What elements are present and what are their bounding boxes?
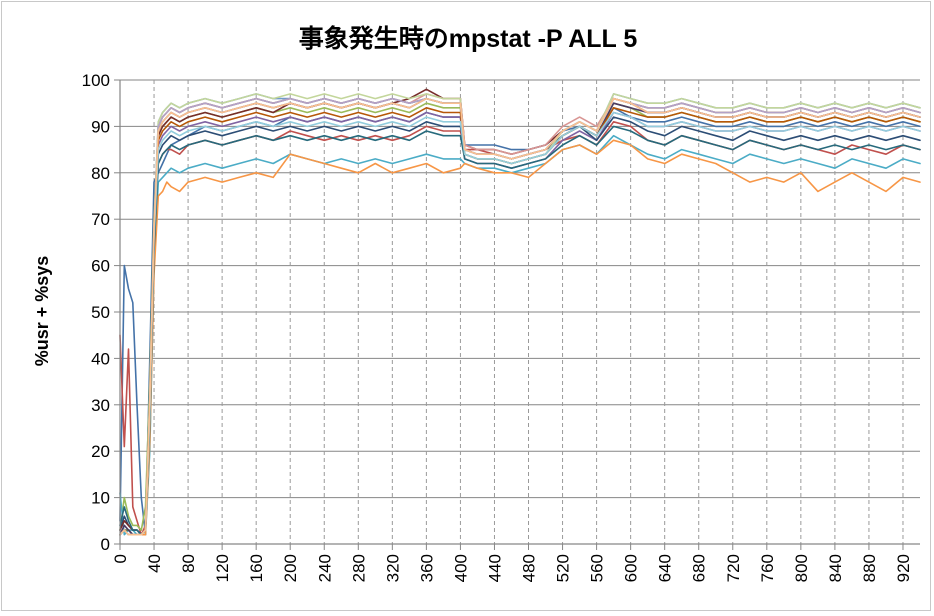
x-tick-label: 640 [656, 554, 675, 582]
y-tick-label: 70 [91, 210, 110, 229]
y-axis-label: %usr + %sys [32, 256, 52, 367]
series-line-6 [119, 139, 921, 536]
series-line-7 [119, 116, 921, 536]
y-tick-label: 20 [91, 442, 110, 461]
x-tick-label: 800 [792, 554, 811, 582]
x-tick-label: 320 [383, 554, 402, 582]
series-lines [119, 88, 921, 536]
series-line-12 [119, 107, 921, 536]
series-line-2 [119, 121, 921, 536]
x-tick-label: 920 [894, 554, 913, 582]
series-line-1 [119, 107, 921, 536]
series-line-11 [119, 125, 921, 536]
x-tick-label: 840 [826, 554, 845, 582]
chart-title: 事象発生時のmpstat -P ALL 5 [299, 24, 638, 53]
x-tick-label: 200 [281, 554, 300, 582]
y-tick-label: 80 [91, 164, 110, 183]
series-line-14 [119, 93, 921, 536]
x-tick-label: 440 [485, 554, 504, 582]
series-line-13 [119, 93, 921, 536]
x-tick-label: 680 [690, 554, 709, 582]
x-tick-label: 80 [179, 554, 198, 573]
x-tick-label: 560 [588, 554, 607, 582]
x-tick-label: 760 [758, 554, 777, 582]
x-tick-labels: 0 40 80 120 160 200 240 280 320 360 400 440 480 520 56… [111, 554, 913, 582]
x-tick-label: 360 [417, 554, 436, 582]
x-tick-label: 40 [145, 554, 164, 573]
y-tick-label: 90 [91, 117, 110, 136]
x-tick-label: 240 [315, 554, 334, 582]
x-tick-label: 0 [111, 554, 130, 563]
axes [114, 79, 920, 550]
series-line-17 [119, 111, 921, 536]
x-tick-label: 600 [622, 554, 641, 582]
x-tick-label: 400 [451, 554, 470, 582]
y-tick-label: 0 [101, 535, 110, 554]
y-tick-label: 10 [91, 489, 110, 508]
series-line-15 [119, 93, 921, 536]
x-tick-label: 120 [213, 554, 232, 582]
series-line-5 [119, 134, 921, 536]
grid-lines [120, 79, 920, 544]
y-tick-label: 30 [91, 396, 110, 415]
x-tick-label: 280 [349, 554, 368, 582]
y-tick-label: 40 [91, 349, 110, 368]
x-tick-label: 520 [554, 554, 573, 582]
series-line-3 [119, 102, 921, 531]
x-tick-label: 720 [724, 554, 743, 582]
x-tick-label: 880 [860, 554, 879, 582]
x-tick-label: 160 [247, 554, 266, 582]
y-tick-label: 50 [91, 303, 110, 322]
series-line-18 [119, 97, 921, 536]
y-tick-labels: 0 10 20 30 40 50 60 70 80 90 100 [82, 71, 110, 554]
y-tick-label: 100 [82, 71, 110, 90]
y-tick-label: 60 [91, 257, 110, 276]
x-tick-label: 480 [520, 554, 539, 582]
